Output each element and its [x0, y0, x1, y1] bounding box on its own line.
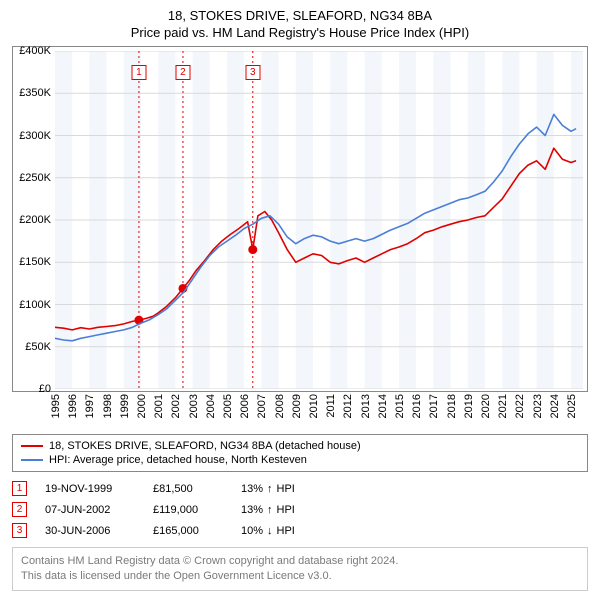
arrow-icon: ↑: [267, 504, 273, 516]
arrow-icon: ↑: [267, 483, 273, 495]
sale-marker-number: 3: [17, 526, 23, 536]
sale-row: 3 30-JUN-2006 £165,000 10% ↓ HPI: [12, 520, 588, 541]
legend-row: 18, STOKES DRIVE, SLEAFORD, NG34 8BA (de…: [21, 439, 579, 453]
arrow-icon: ↓: [267, 525, 273, 537]
x-tick-label: 2004: [205, 394, 217, 418]
y-tick-label: £50K: [25, 341, 51, 353]
x-tick-label: 2021: [497, 394, 509, 418]
x-tick-label: 2011: [325, 394, 337, 418]
x-tick-label: 2001: [153, 394, 165, 418]
x-tick-label: 2003: [188, 394, 200, 418]
x-tick-label: 1998: [102, 394, 114, 418]
x-tick-label: 2020: [480, 394, 492, 418]
sale-marker-number: 2: [17, 505, 23, 515]
sale-delta-pct: 10%: [241, 525, 263, 537]
sale-marker-box: 2: [12, 502, 27, 517]
x-tick-label: 1995: [50, 394, 62, 418]
x-tick-label: 2018: [446, 394, 458, 418]
legend-label: HPI: Average price, detached house, Nort…: [49, 454, 307, 466]
legend-label: 18, STOKES DRIVE, SLEAFORD, NG34 8BA (de…: [49, 440, 361, 452]
x-tick-label: 2012: [342, 394, 354, 418]
sale-delta-label: HPI: [277, 504, 295, 516]
x-tick-label: 2016: [411, 394, 423, 418]
sale-date: 07-JUN-2002: [45, 504, 135, 516]
sale-price: £165,000: [153, 525, 223, 537]
attribution: Contains HM Land Registry data © Crown c…: [12, 547, 588, 591]
title-block: 18, STOKES DRIVE, SLEAFORD, NG34 8BA Pri…: [12, 8, 588, 40]
x-tick-label: 2025: [566, 394, 578, 418]
y-axis-labels: £0£50K£100K£150K£200K£250K£300K£350K£400…: [13, 51, 53, 389]
sale-row: 1 19-NOV-1999 £81,500 13% ↑ HPI: [12, 478, 588, 499]
x-tick-label: 1997: [84, 394, 96, 418]
y-tick-label: £350K: [19, 87, 51, 99]
x-tick-label: 2008: [274, 394, 286, 418]
sale-delta-label: HPI: [277, 483, 295, 495]
x-tick-label: 1996: [67, 394, 79, 418]
legend: 18, STOKES DRIVE, SLEAFORD, NG34 8BA (de…: [12, 434, 588, 472]
sale-price: £81,500: [153, 483, 223, 495]
x-tick-label: 2010: [308, 394, 320, 418]
x-tick-label: 2002: [170, 394, 182, 418]
title-subtitle: Price paid vs. HM Land Registry's House …: [12, 25, 588, 40]
y-tick-label: £300K: [19, 130, 51, 142]
x-tick-label: 2024: [549, 394, 561, 418]
legend-row: HPI: Average price, detached house, Nort…: [21, 453, 579, 467]
y-tick-label: £250K: [19, 172, 51, 184]
sale-delta-label: HPI: [277, 525, 295, 537]
x-tick-label: 2005: [222, 394, 234, 418]
x-tick-label: 2015: [394, 394, 406, 418]
x-tick-label: 1999: [119, 394, 131, 418]
x-tick-label: 2013: [360, 394, 372, 418]
sale-marker-box: 3: [12, 523, 27, 538]
y-tick-label: £400K: [19, 45, 51, 57]
plot-sale-marker: 1: [131, 65, 146, 80]
attribution-line: This data is licensed under the Open Gov…: [21, 569, 579, 584]
sale-price: £119,000: [153, 504, 223, 516]
sale-delta-pct: 13%: [241, 483, 263, 495]
x-axis-labels: 1995199619971998199920002001200220032004…: [54, 394, 584, 428]
x-tick-label: 2017: [428, 394, 440, 418]
y-tick-label: £150K: [19, 256, 51, 268]
sales-table: 1 19-NOV-1999 £81,500 13% ↑ HPI 2 07-JUN…: [12, 478, 588, 541]
x-tick-label: 2000: [136, 394, 148, 418]
y-tick-label: £100K: [19, 299, 51, 311]
sale-delta: 13% ↑ HPI: [241, 483, 295, 495]
x-tick-label: 2014: [377, 394, 389, 418]
legend-swatch: [21, 459, 43, 461]
attribution-line: Contains HM Land Registry data © Crown c…: [21, 554, 579, 569]
sale-delta-pct: 13%: [241, 504, 263, 516]
y-tick-label: £200K: [19, 214, 51, 226]
sale-marker-number: 1: [17, 484, 23, 494]
sale-date: 19-NOV-1999: [45, 483, 135, 495]
sale-date: 30-JUN-2006: [45, 525, 135, 537]
chart-frame: £0£50K£100K£150K£200K£250K£300K£350K£400…: [12, 46, 588, 392]
title-address: 18, STOKES DRIVE, SLEAFORD, NG34 8BA: [12, 8, 588, 23]
sale-marker-box: 1: [12, 481, 27, 496]
sale-delta: 13% ↑ HPI: [241, 504, 295, 516]
x-tick-label: 2023: [532, 394, 544, 418]
x-tick-label: 2019: [463, 394, 475, 418]
figure-root: 18, STOKES DRIVE, SLEAFORD, NG34 8BA Pri…: [0, 0, 600, 601]
x-tick-label: 2009: [291, 394, 303, 418]
plot-area: 1 2 3: [55, 51, 583, 389]
x-tick-label: 2007: [256, 394, 268, 418]
sale-delta: 10% ↓ HPI: [241, 525, 295, 537]
sale-row: 2 07-JUN-2002 £119,000 13% ↑ HPI: [12, 499, 588, 520]
plot-sale-marker: 2: [175, 65, 190, 80]
plot-sale-marker: 3: [245, 65, 260, 80]
legend-swatch: [21, 445, 43, 447]
x-tick-label: 2006: [239, 394, 251, 418]
x-tick-label: 2022: [514, 394, 526, 418]
plot-svg: [55, 51, 583, 389]
